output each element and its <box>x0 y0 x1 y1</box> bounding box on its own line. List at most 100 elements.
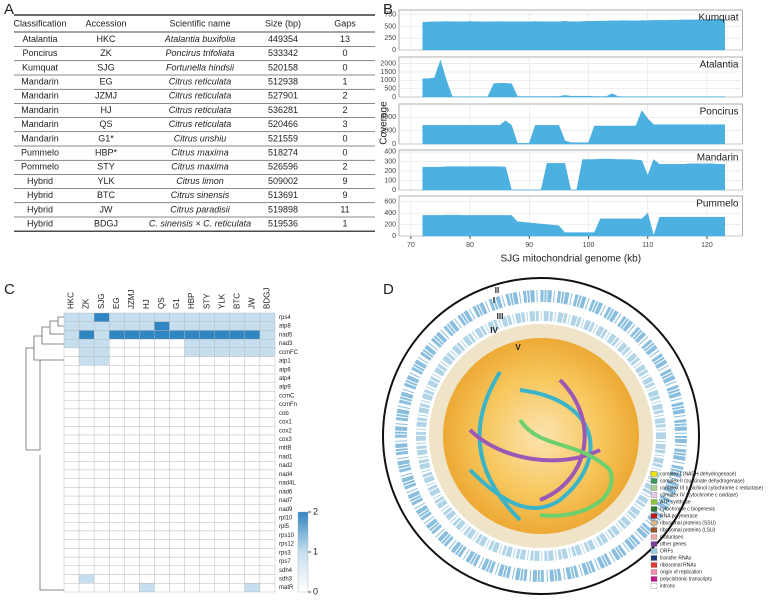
series-name: Pummelo <box>696 199 739 210</box>
table-cell: Mandarin <box>21 91 59 101</box>
heatmap-cell <box>259 556 276 567</box>
heatmap-cell <box>169 408 185 418</box>
heatmap-cell <box>229 356 246 366</box>
heatmap-cell <box>93 443 110 453</box>
y-tick-label: 250 <box>384 35 396 42</box>
heatmap-cell <box>169 495 185 506</box>
heatmap-cell <box>109 443 125 453</box>
heatmap-cell <box>93 312 110 322</box>
table-cell: 11 <box>340 204 349 214</box>
heatmap-cell <box>199 461 215 471</box>
colorbar-label: 0 <box>313 586 318 596</box>
heatmap-cell <box>154 391 170 401</box>
heatmap-cell <box>63 426 80 436</box>
heatmap-cell <box>169 347 185 357</box>
heatmap-cell <box>259 365 276 375</box>
heatmap-cell <box>78 539 95 549</box>
heatmap-cell <box>154 478 170 488</box>
heatmap-cell <box>184 426 200 436</box>
legend-swatch <box>650 513 658 519</box>
heatmap-cell <box>259 434 276 444</box>
heatmap-cell <box>169 530 185 540</box>
row-label: sdh3 <box>279 577 293 583</box>
heatmap-cell <box>78 391 95 401</box>
heatmap-cell <box>184 399 200 410</box>
heatmap-cell <box>244 461 261 471</box>
heatmap-cell <box>93 434 110 444</box>
heatmap-cell <box>199 583 215 593</box>
heatmap-cell <box>63 365 80 375</box>
heatmap-cell <box>184 495 200 506</box>
heatmap-cell <box>169 452 185 462</box>
legend-label: complex III (ubichinol cytochrome c redu… <box>660 485 763 491</box>
heatmap-cell <box>139 452 155 462</box>
heatmap-cell <box>199 530 215 540</box>
heatmap-cell <box>124 312 140 322</box>
row-label: sdh4 <box>279 568 293 574</box>
heatmap-cell <box>63 399 80 410</box>
heatmap-cell <box>109 556 125 567</box>
row-label: atp9 <box>279 385 291 391</box>
column-label: JW <box>248 297 257 309</box>
heatmap-cell <box>184 434 200 444</box>
heatmap-cell <box>259 539 276 549</box>
heatmap-cell <box>154 495 170 506</box>
heatmap-cell <box>214 452 230 462</box>
heatmap-cell <box>184 443 200 453</box>
row-label: nad4 <box>279 472 293 478</box>
table-cell: 449354 <box>268 34 298 44</box>
heatmap-cell <box>199 434 215 444</box>
heatmap-cell <box>154 365 170 375</box>
heatmap-cell <box>184 539 200 549</box>
table-cell: 2 <box>342 105 347 115</box>
table-cell: 13 <box>340 34 350 44</box>
heatmap-cell <box>93 478 110 488</box>
heatmap-cell <box>184 565 200 575</box>
table-cell: Citrus reticulata <box>169 76 232 86</box>
x-tick-label: 110 <box>642 242 653 249</box>
table-cell: SJG <box>97 62 115 72</box>
heatmap-cell <box>78 434 95 444</box>
heatmap-cell <box>63 583 80 593</box>
heatmap-cell <box>229 365 246 375</box>
table-cell: Mandarin <box>21 105 59 115</box>
heatmap-cell <box>229 504 246 514</box>
heatmap-cell <box>184 417 200 427</box>
heatmap-cell <box>229 382 246 392</box>
heatmap-cell <box>184 452 200 462</box>
panel-label: D <box>383 281 394 298</box>
heatmap-cell <box>169 548 185 558</box>
legend-swatch <box>650 534 658 540</box>
heatmap-cell <box>184 583 200 593</box>
heatmap-cell <box>93 513 110 523</box>
heatmap-cell <box>109 513 125 523</box>
heatmap-cell <box>214 399 230 410</box>
table-header: Scientific name <box>169 18 230 28</box>
heatmap-cell <box>154 408 170 418</box>
heatmap-cell <box>78 382 95 392</box>
heatmap-cell <box>199 356 215 366</box>
heatmap-cell <box>214 574 230 584</box>
heatmap-cell <box>139 443 155 453</box>
heatmap-cell <box>259 495 276 506</box>
heatmap-cell <box>169 513 185 523</box>
colorbar-label: 2 <box>313 506 318 516</box>
table-cell: 536281 <box>268 105 298 115</box>
heatmap-cell <box>199 487 215 497</box>
y-tick-label: 0 <box>392 233 396 240</box>
heatmap-cell <box>199 347 215 357</box>
heatmap-cell <box>184 408 200 418</box>
column-label: QS <box>157 297 166 309</box>
heatmap-cell <box>109 365 125 375</box>
row-label: rps3 <box>279 550 291 556</box>
table-cell: BDGJ <box>94 218 118 228</box>
heatmap-cell <box>199 539 215 549</box>
table-header: Accession <box>85 18 126 28</box>
heatmap-cell <box>93 347 110 357</box>
row-label: ccmFn <box>279 402 297 408</box>
heatmap-cell <box>93 504 110 514</box>
heatmap-cell <box>244 539 261 549</box>
heatmap-cell <box>244 347 261 357</box>
heatmap-cell <box>93 530 110 540</box>
heatmap-cell <box>154 469 170 479</box>
